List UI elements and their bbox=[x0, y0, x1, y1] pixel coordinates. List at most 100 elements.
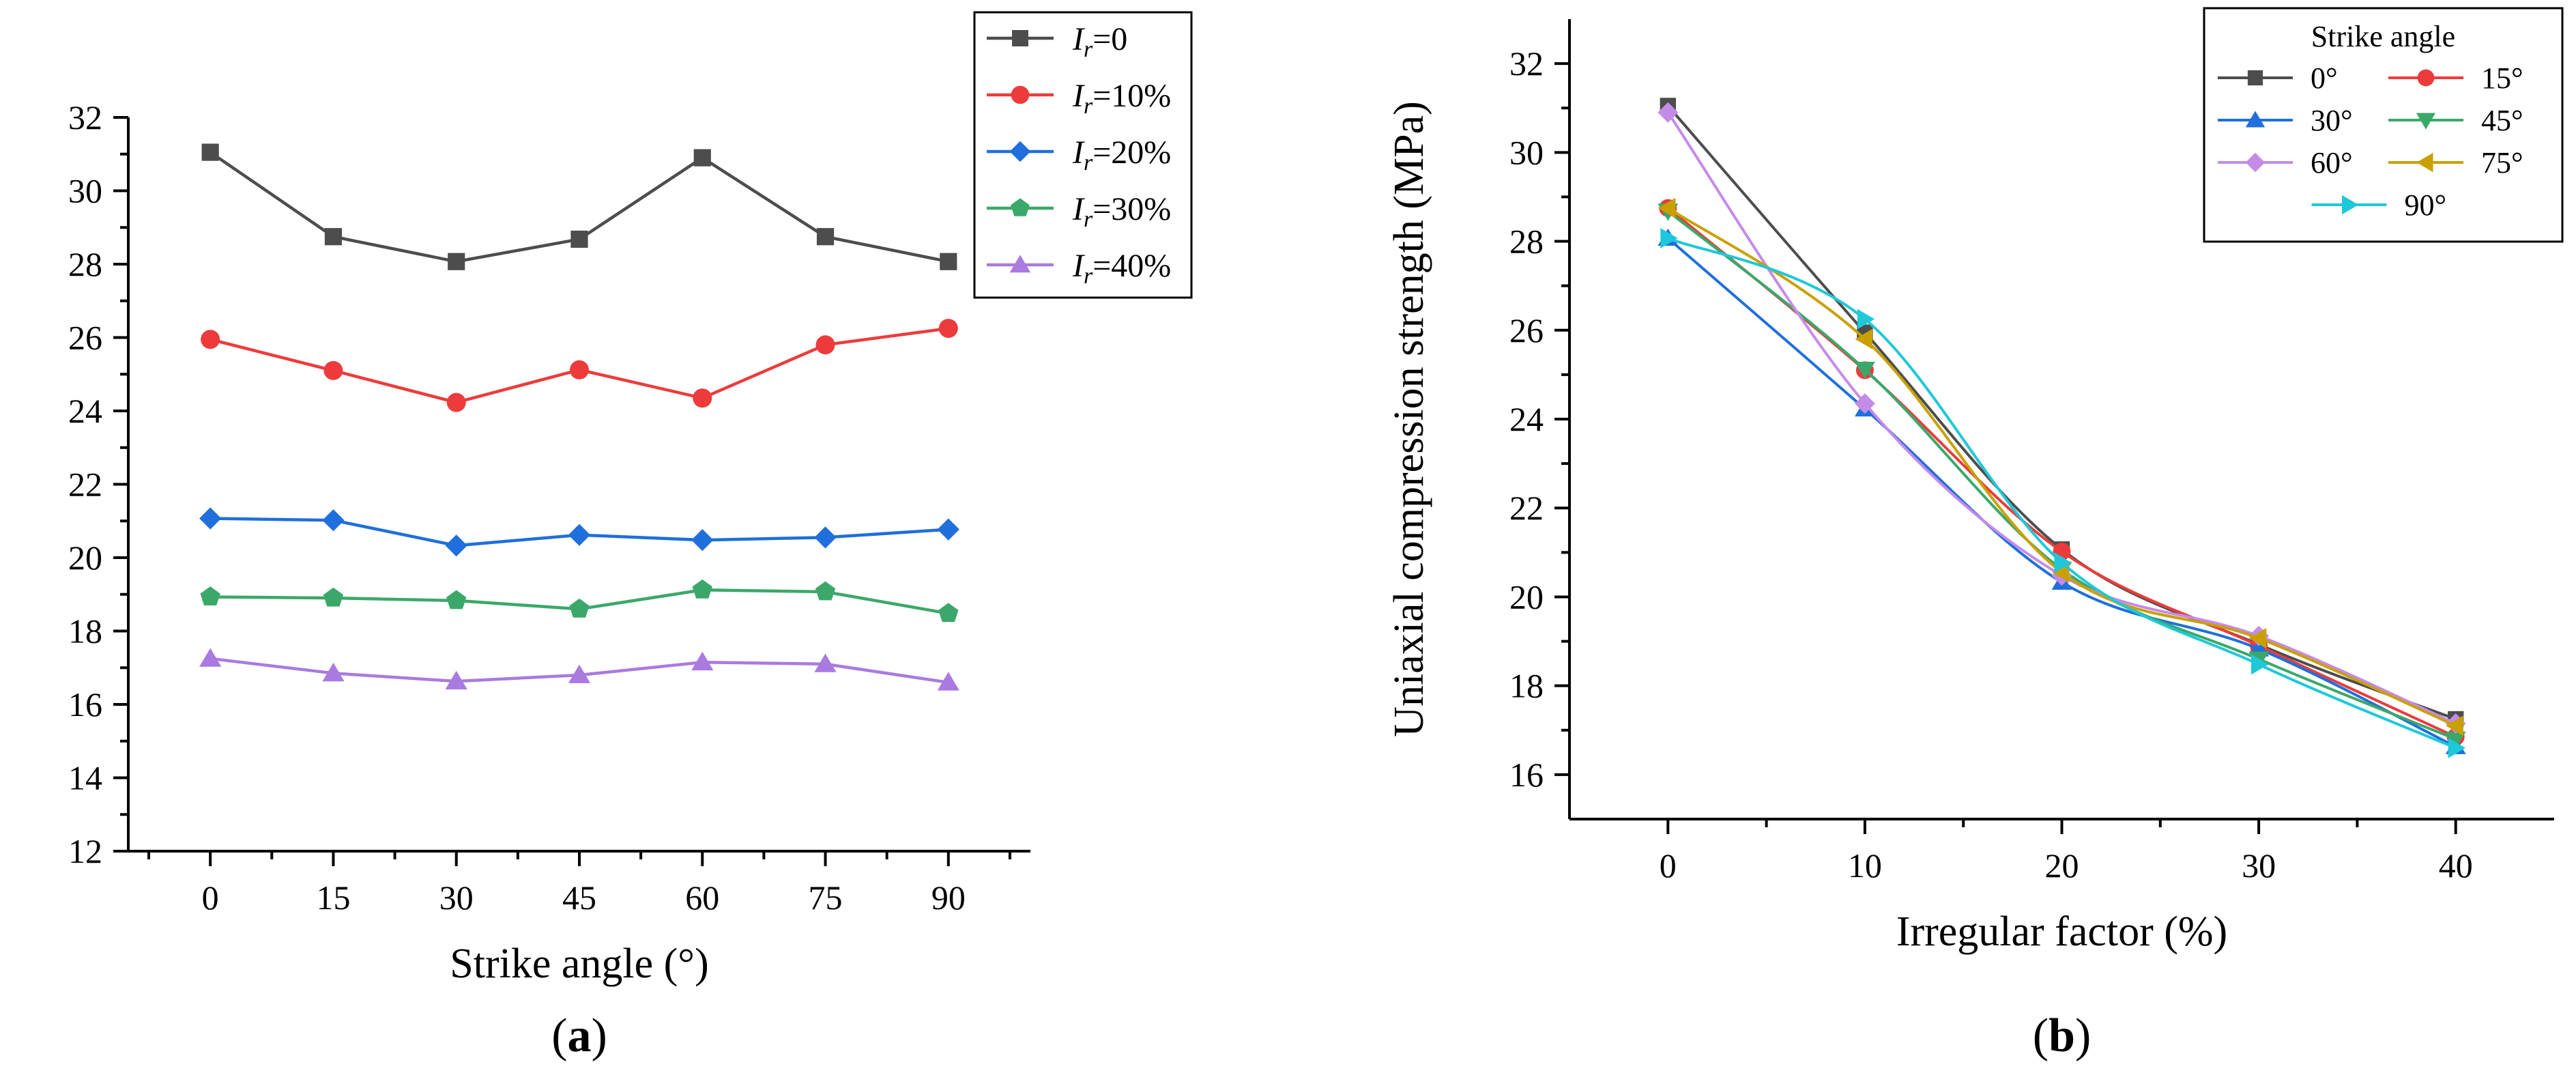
x-tick-label: 60 bbox=[685, 878, 719, 917]
y-tick-label: 16 bbox=[68, 685, 102, 724]
data-point bbox=[570, 230, 588, 248]
data-point bbox=[446, 590, 467, 610]
legend-marker bbox=[1011, 198, 1030, 216]
y-tick-label: 16 bbox=[1509, 756, 1544, 794]
series-1 bbox=[1659, 199, 2465, 746]
data-point bbox=[1855, 393, 1875, 414]
y-axis-label: Uniaxial compression strength (MPa) bbox=[1386, 101, 1432, 737]
legend-marker bbox=[1011, 85, 1030, 104]
data-point bbox=[322, 662, 345, 682]
legend-entry: 30° bbox=[2218, 104, 2353, 137]
data-point bbox=[570, 360, 589, 380]
legend-marker bbox=[2245, 111, 2266, 128]
y-tick-label: 30 bbox=[1509, 133, 1544, 171]
legend-entry: 90° bbox=[2311, 188, 2446, 222]
data-point bbox=[814, 526, 837, 549]
data-point bbox=[446, 392, 466, 412]
legend-label: 0° bbox=[2311, 61, 2338, 95]
data-point bbox=[445, 534, 467, 557]
data-point bbox=[322, 509, 345, 532]
data-point bbox=[323, 587, 344, 607]
x-tick-label: 75 bbox=[809, 878, 843, 917]
legend: Strike angle 0° 15° 30° 45° 60° 75° 90° bbox=[2203, 7, 2564, 243]
data-point bbox=[1855, 362, 1875, 380]
y-tick-label: 18 bbox=[1509, 667, 1544, 705]
panel-a-chart: 0 15 30 45 60 75 90 12 14 16 18 20 22 24 26 28 30 32 Strik… bbox=[68, 11, 1193, 1062]
data-point bbox=[201, 143, 219, 161]
y-tick-label: 22 bbox=[68, 466, 102, 504]
legend-marker bbox=[2416, 152, 2433, 173]
y-tick-label: 22 bbox=[1509, 489, 1544, 527]
data-point bbox=[938, 319, 958, 339]
x-tick-label: 30 bbox=[2242, 846, 2276, 885]
data-point bbox=[938, 603, 959, 623]
data-point bbox=[693, 388, 712, 408]
data-point bbox=[937, 672, 959, 691]
data-point bbox=[568, 524, 591, 546]
legend-label: 30° bbox=[2311, 104, 2353, 137]
legend-label: Ir=0 bbox=[1072, 21, 1127, 62]
series-line bbox=[1666, 104, 2457, 721]
data-point bbox=[2251, 654, 2269, 675]
data-point bbox=[2446, 715, 2463, 736]
legend-marker bbox=[2417, 69, 2435, 87]
data-point bbox=[1658, 102, 1679, 123]
data-point bbox=[937, 518, 959, 541]
data-point bbox=[199, 507, 222, 530]
legend-label: Ir=10% bbox=[1072, 78, 1171, 119]
legend-label: Ir=20% bbox=[1072, 134, 1171, 175]
panel-b-chart: 0 10 20 30 40 16 18 20 22 24 26 28 30 32 Irregular fac… bbox=[1386, 7, 2564, 1062]
legend-entry: Ir=20% bbox=[987, 134, 1171, 175]
y-tick-label: 30 bbox=[68, 172, 102, 210]
series-6 bbox=[1660, 228, 2465, 758]
data-point bbox=[692, 579, 712, 599]
data-point bbox=[201, 330, 220, 349]
y-tick-label: 24 bbox=[1509, 400, 1544, 438]
data-point bbox=[2448, 737, 2465, 758]
data-point bbox=[199, 648, 222, 667]
legend-label: Ir=40% bbox=[1072, 248, 1171, 289]
data-point bbox=[324, 228, 343, 246]
legend: Ir=0 Ir=10% Ir=20% Ir=30% Ir=40% bbox=[973, 11, 1193, 299]
legend-entry: 75° bbox=[2388, 146, 2523, 180]
data-point bbox=[448, 253, 465, 270]
legend-label: 15° bbox=[2481, 61, 2523, 95]
data-point bbox=[323, 360, 343, 380]
data-point bbox=[814, 653, 837, 672]
legend-marker bbox=[1012, 30, 1028, 46]
legend-marker bbox=[2342, 195, 2359, 215]
data-point bbox=[691, 529, 714, 552]
data-point bbox=[2248, 628, 2267, 648]
series-line bbox=[1666, 111, 2457, 725]
x-axis-label: Strike angle (°) bbox=[450, 941, 708, 987]
series-line bbox=[1667, 207, 2457, 739]
legend-entry: 0° bbox=[2218, 61, 2338, 95]
legend-label: 60° bbox=[2311, 146, 2353, 180]
panel-label: (a) bbox=[551, 1010, 607, 1062]
legend-entry: Ir=30% bbox=[987, 191, 1171, 232]
legend-box bbox=[973, 11, 1193, 299]
data-point bbox=[691, 651, 714, 671]
legend-entry: 60° bbox=[2218, 146, 2353, 180]
x-tick-label: 0 bbox=[1660, 846, 1677, 885]
y-tick-label: 14 bbox=[68, 759, 102, 797]
legend-marker bbox=[2247, 70, 2263, 86]
y-tick-label: 24 bbox=[68, 392, 102, 430]
legend-marker bbox=[1009, 141, 1031, 162]
data-point bbox=[693, 149, 711, 167]
data-point bbox=[569, 598, 590, 618]
x-tick-label: 10 bbox=[1848, 846, 1882, 885]
legend-label: Ir=30% bbox=[1072, 191, 1171, 232]
legend-label: 45° bbox=[2481, 104, 2523, 137]
data-point bbox=[200, 586, 220, 605]
y-tick-label: 26 bbox=[68, 319, 102, 357]
x-tick-label: 90 bbox=[931, 878, 966, 917]
y-tick-label: 26 bbox=[1509, 311, 1544, 349]
series-3 bbox=[200, 579, 959, 623]
x-tick-label: 40 bbox=[2439, 846, 2473, 885]
legend-label: 75° bbox=[2481, 146, 2523, 180]
legend-marker bbox=[2416, 113, 2436, 130]
legend-entry: 15° bbox=[2388, 61, 2523, 95]
y-tick-label: 32 bbox=[68, 98, 102, 137]
